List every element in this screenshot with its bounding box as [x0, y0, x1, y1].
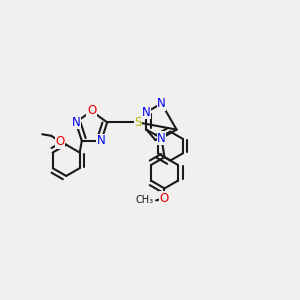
Text: O: O: [160, 191, 169, 205]
Text: CH₃: CH₃: [136, 195, 154, 206]
Text: N: N: [97, 134, 106, 147]
Text: N: N: [157, 132, 166, 145]
Text: N: N: [142, 106, 151, 119]
Text: O: O: [87, 104, 96, 118]
Text: N: N: [71, 116, 80, 129]
Text: O: O: [56, 135, 65, 148]
Text: S: S: [134, 116, 142, 129]
Text: N: N: [157, 97, 166, 110]
